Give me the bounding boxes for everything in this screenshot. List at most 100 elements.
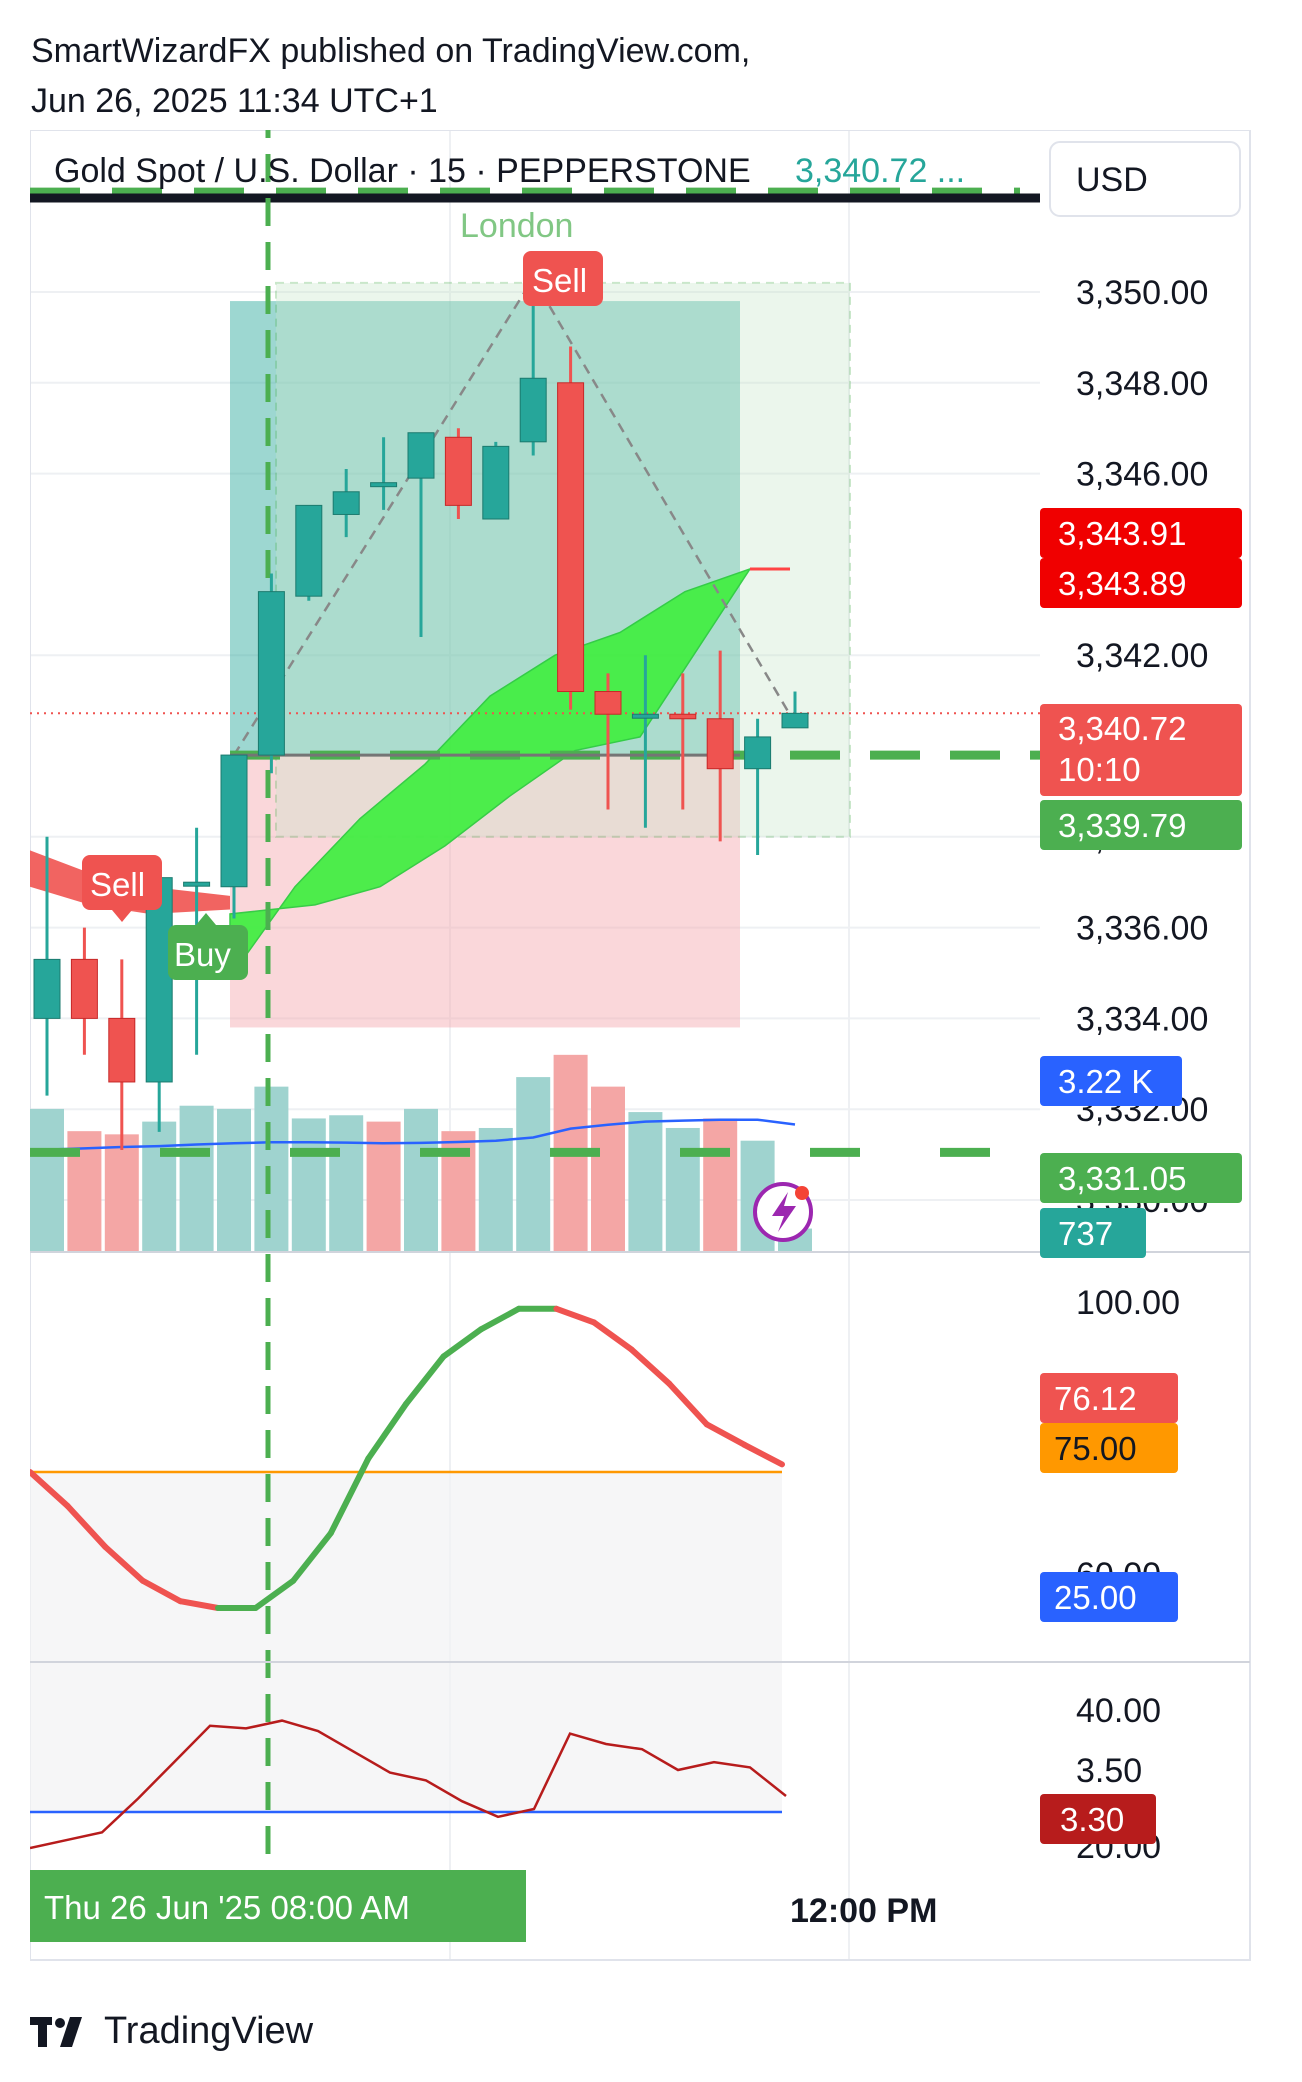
volume-bar (30, 1108, 64, 1252)
candle[interactable] (257, 573, 285, 774)
publish-date: Jun 26, 2025 11:34 UTC+1 (31, 82, 438, 120)
volume-bar (329, 1115, 364, 1252)
volume-bar (665, 1127, 700, 1252)
price-tick-label: 3,350.00 (1076, 274, 1208, 312)
time-tick-1200: 12:00 PM (790, 1892, 937, 1930)
oscillator-tick-label: 100.00 (1076, 1284, 1180, 1322)
volume-bar (217, 1108, 251, 1252)
volume-bar (366, 1121, 401, 1252)
svg-text:3,343.89: 3,343.89 (1058, 565, 1186, 602)
volume-bar (478, 1127, 513, 1252)
candle[interactable] (145, 868, 173, 1132)
oscillator-segment (64, 1503, 109, 1550)
symbol-title: Gold Spot / U.S. Dollar · 15 · PEPPERSTO… (54, 152, 751, 190)
oscillator-segment (102, 1543, 146, 1584)
tag-osc-value: 76.12 (1040, 1373, 1178, 1423)
svg-text:737: 737 (1058, 1215, 1113, 1252)
candle[interactable] (444, 428, 472, 519)
candle[interactable] (108, 959, 136, 1151)
volume-ma-line (46, 1118, 796, 1151)
oscillator-band (30, 1472, 782, 1812)
candle[interactable] (220, 754, 248, 919)
candle[interactable] (519, 278, 547, 456)
volume-bar (628, 1112, 663, 1252)
volume-bar (591, 1086, 625, 1252)
volume-bar (516, 1077, 551, 1252)
tag-t3: 3,339.79 (1040, 800, 1242, 850)
svg-text:3.22 K: 3.22 K (1058, 1063, 1153, 1100)
chart-container[interactable]: Gold Spot / U.S. Dollar · 15 · PEPPERSTO… (30, 130, 1280, 1982)
time-cursor-label-bg (30, 1870, 526, 1942)
svg-text:3,340.72: 3,340.72 (1058, 710, 1186, 747)
sell-marker-left-label: Sell (90, 866, 145, 903)
oscillator-segment (177, 1598, 221, 1611)
svg-text:76.12: 76.12 (1054, 1380, 1137, 1417)
tradingview-logo-icon (30, 2016, 82, 2047)
oscillator-segment (365, 1401, 409, 1462)
candle[interactable] (370, 437, 398, 510)
candle[interactable] (482, 441, 510, 520)
price-tick-label: 3,348.00 (1076, 365, 1208, 403)
candle[interactable] (594, 673, 622, 810)
oscillator-segment (741, 1441, 785, 1468)
oscillator-segment (30, 1469, 71, 1509)
chart-svg[interactable]: Gold Spot / U.S. Dollar · 15 · PEPPERSTO… (30, 130, 1280, 1982)
oscillator-segment (478, 1305, 522, 1333)
sell-marker-top[interactable]: Sell (523, 251, 603, 306)
candle[interactable] (744, 718, 772, 855)
candle[interactable] (70, 927, 98, 1055)
candle[interactable] (295, 504, 323, 601)
candle[interactable] (557, 346, 585, 710)
candle[interactable] (631, 655, 659, 828)
oscillator-segment (703, 1421, 748, 1448)
oscillator-tick-label: 40.00 (1076, 1692, 1161, 1730)
oscillator-segment (666, 1380, 710, 1428)
volume-bar (404, 1108, 438, 1252)
svg-text:10:10: 10:10 (1058, 751, 1141, 788)
oscillator-segment (327, 1455, 372, 1537)
candle[interactable] (33, 836, 61, 1096)
zigzag-line (232, 275, 797, 756)
price-tick-label: 3,346.00 (1076, 456, 1208, 494)
oscillator-segment (403, 1353, 447, 1407)
sell-marker-left[interactable]: Sell (82, 855, 162, 922)
tag-ind3-value: 3.30 (1040, 1794, 1156, 1844)
svg-text:3,339.79: 3,339.79 (1058, 807, 1186, 844)
candle[interactable] (706, 650, 734, 842)
price-tick-label: 3,342.00 (1076, 637, 1208, 675)
candle[interactable] (407, 432, 435, 638)
volume-bar (104, 1134, 139, 1252)
tag-t1: 3,343.91 (1040, 508, 1242, 558)
candle[interactable] (781, 691, 809, 729)
indicator3-line (30, 1719, 787, 1850)
volume-bar (142, 1121, 177, 1252)
tag-volume-avg: 3.22 K (1040, 1056, 1182, 1106)
price-tick-label: 3,334.00 (1076, 1000, 1208, 1038)
publisher-line: SmartWizardFX published on TradingView.c… (31, 32, 751, 70)
candles (33, 278, 809, 1151)
tag-last-price: 3,340.72 10:10 (1040, 704, 1242, 796)
svg-text:75.00: 75.00 (1054, 1430, 1137, 1467)
oscillator-segment (553, 1305, 597, 1326)
svg-text:25.00: 25.00 (1054, 1579, 1137, 1616)
oscillator-segment (290, 1530, 334, 1584)
session-label: London (460, 207, 573, 245)
oscillator-segment (252, 1577, 297, 1611)
footer-brand: TradingView (104, 2010, 314, 2052)
tag-volume-last: 737 (1040, 1208, 1146, 1258)
buy-marker-label: Buy (174, 936, 231, 973)
candle[interactable] (332, 469, 360, 538)
price-axis: 3,350.003,348.003,346.003,342.003,338.00… (1076, 274, 1208, 1866)
volume-bars (30, 1054, 812, 1252)
chart-frame (30, 130, 1251, 1961)
svg-text:3.30: 3.30 (1060, 1801, 1124, 1838)
currency-button[interactable] (1049, 141, 1241, 217)
oscillator-line (30, 1305, 785, 1611)
tag-level-low: 3,331.05 (1040, 1153, 1242, 1203)
volume-bar (179, 1105, 214, 1252)
candle[interactable] (669, 673, 697, 810)
alert-bolt-icon[interactable] (753, 1182, 813, 1242)
oscillator-segment (139, 1577, 184, 1605)
buy-marker[interactable]: Buy (168, 913, 248, 980)
indicator3-tick-label: 3.50 (1076, 1752, 1142, 1790)
